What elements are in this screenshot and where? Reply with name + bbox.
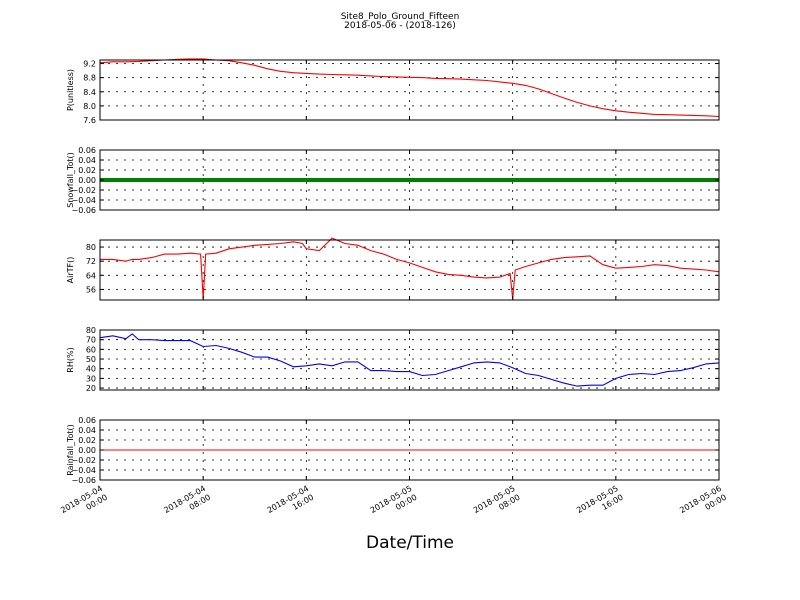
panel-3-ytick-label: 72 (86, 257, 96, 266)
panel-5-frame (99, 419, 720, 481)
panel-5-ytick-label: 0.00 (78, 446, 96, 455)
panel-2-ytick-label: −0.06 (71, 206, 96, 215)
panel-5-ytick-label: 0.06 (78, 416, 96, 425)
x-tick-label: 2018-05-0400:00 (59, 484, 109, 524)
panel-3-ylabel: AirTF() (66, 257, 75, 284)
panel-3-ytick-label: 64 (86, 271, 96, 280)
panel-2-ytick-label: 0.04 (78, 156, 96, 165)
x-tick-label: 2018-05-0408:00 (162, 484, 212, 524)
chart-subtitle: 2018-05-06 - (2018-126) (344, 21, 456, 31)
panel-4-ytick-label: 50 (86, 355, 96, 364)
panel-1-series-line (99, 58, 720, 118)
x-tick-label: 2018-05-0508:00 (472, 484, 522, 524)
panel-3-ytick-label: 56 (86, 285, 96, 294)
panel-3-series-line (100, 237, 720, 300)
panel-4-series-line (99, 333, 720, 387)
panel-5-ytick-label: −0.06 (71, 476, 96, 485)
x-tick-label: 2018-05-0416:00 (266, 484, 316, 524)
panel-2-ylabel: Snowfall_Tot() (66, 152, 75, 208)
panel-5-ylabel: Rainfall_Tot() (66, 424, 75, 476)
panel-1-ytick-label: 8.8 (83, 74, 96, 83)
panel-3-frame (99, 239, 720, 301)
panel-2-frame (99, 149, 720, 211)
panel-2-ytick-label: 0.06 (78, 146, 96, 155)
chart-title: Site8_Polo_Ground_Fifteen (340, 12, 460, 22)
panel-1-ylabel: P(unitless) (66, 69, 75, 111)
panel-5-ytick-label: −0.02 (71, 456, 96, 465)
panel-5-ytick-label: 0.02 (78, 436, 96, 445)
panel-1-ytick-label: 9.2 (83, 60, 96, 69)
panel-4-frame (99, 329, 720, 391)
panel-4-ytick-label: 80 (86, 326, 96, 335)
panel-4-ytick-label: 70 (86, 336, 96, 345)
panel-2-ytick-label: −0.04 (71, 196, 96, 205)
panel-3-ytick-label: 80 (86, 243, 96, 252)
panel-5-ytick-label: −0.04 (71, 466, 96, 475)
panel-4-ytick-label: 60 (86, 345, 96, 354)
x-axis-title: Date/Time (366, 533, 454, 553)
panel-5-ytick-label: 0.04 (78, 426, 96, 435)
x-tick-label: 2018-05-0600:00 (678, 484, 728, 524)
panel-4-ytick-label: 40 (86, 365, 96, 374)
panel-4-ylabel: RH(%) (66, 347, 75, 372)
panel-2-ytick-label: −0.02 (71, 186, 96, 195)
panel-1-ytick-label: 7.6 (83, 116, 96, 125)
panel-4-ytick-label: 30 (86, 374, 96, 383)
panel-1-ytick-label: 8.4 (83, 88, 96, 97)
panel-4-ytick-label: 20 (86, 384, 96, 393)
panel-1-frame (99, 59, 720, 121)
panel-2-ytick-label: 0.02 (78, 166, 96, 175)
x-tick-label: 2018-05-0516:00 (575, 484, 625, 524)
panel-1-ytick-label: 8.0 (83, 102, 96, 111)
panel-2-ytick-label: 0.00 (78, 176, 96, 185)
x-tick-label: 2018-05-0500:00 (369, 484, 419, 524)
